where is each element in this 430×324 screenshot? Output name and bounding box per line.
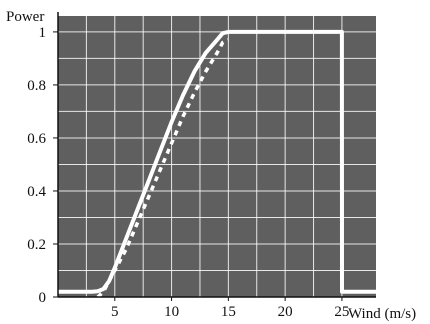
x-tick-label: 10 — [164, 304, 179, 320]
y-tick-label: 0.8 — [27, 78, 46, 94]
plot-area — [58, 16, 376, 297]
y-tick-label: 0.4 — [27, 184, 46, 200]
y-axis-title: Power — [6, 9, 44, 25]
y-tick-label: 0.6 — [27, 131, 46, 147]
y-tick-label: 0.2 — [27, 237, 46, 253]
x-tick-label: 5 — [111, 304, 119, 320]
x-tick-label: 20 — [278, 304, 293, 320]
series-group — [56, 29, 378, 299]
y-tick-label: 1 — [39, 25, 47, 41]
x-axis-title: Wind (m/s) — [348, 306, 416, 322]
y-tick-label: 0 — [39, 290, 47, 306]
x-tick-label: 15 — [221, 304, 236, 320]
x-tick-label: 25 — [334, 304, 349, 320]
axes: 00.20.40.60.815 10 15 20 25 — [27, 12, 376, 320]
